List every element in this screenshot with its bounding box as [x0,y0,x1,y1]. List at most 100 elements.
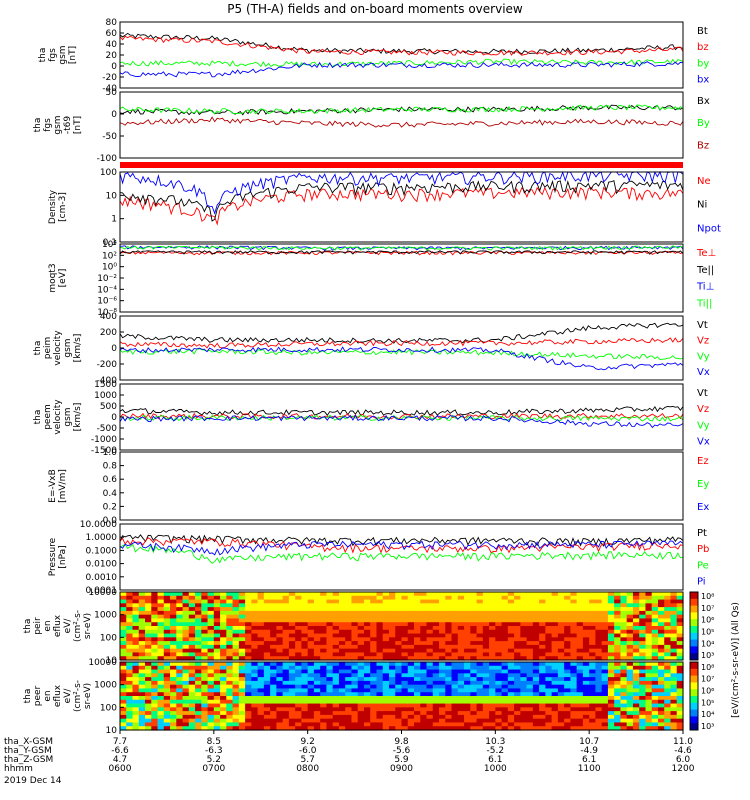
spectrogram-cell [457,726,465,731]
spectrogram-cell [245,644,252,650]
spectrogram-cell [307,714,315,720]
spectrogram-cell [182,669,190,674]
spectrogram-cell [220,711,227,716]
spectrogram-cell [407,622,415,627]
spectrogram-cell [470,688,478,693]
spectrogram-cell [376,641,384,646]
x-tick-label: -5.2 [487,746,505,756]
spectrogram-cell [589,707,597,712]
spectrogram-cell [664,641,672,646]
spectrogram-cell [363,707,371,712]
spectrogram-cell [138,707,146,712]
series-line-Vz [119,412,684,420]
y-tick-label: 0 [111,344,117,354]
spectrogram-cell [388,722,396,727]
y-tick-label: 20 [106,51,118,61]
spectrogram-cell [276,684,284,690]
spectrogram-cell [614,592,622,597]
spectrogram-cell [157,610,165,616]
spectrogram-cell [657,641,665,646]
spectrogram-cell [220,688,227,693]
spectrogram-cell [495,592,503,597]
spectrogram-cell [338,669,346,674]
spectrogram-cell [301,669,309,674]
spectrogram-cell [414,692,421,697]
spectrogram-cell [645,662,653,667]
spectrogram-cell [620,688,628,693]
spectrogram-cell [582,633,590,638]
spectrogram-cell [439,696,446,701]
spectrogram-cell [295,592,303,597]
spectrogram-cell [501,626,509,631]
spectrogram-cell [670,699,678,705]
spectrogram-cell [288,703,296,708]
spectrogram-cell [363,665,371,671]
spectrogram-cell [639,696,647,701]
spectrogram-cell [363,699,371,705]
spectrogram-cell [445,656,453,661]
spectrogram-cell [201,692,209,697]
spectrogram-cell [120,641,127,646]
spectrogram-cell [270,614,277,620]
spectrogram-cell [620,603,628,608]
spectrogram-cell [645,680,653,686]
spectrogram-cell [295,703,303,708]
spectrogram-cell [376,688,384,693]
spectrogram-cell [539,603,546,608]
spectrogram-cell [601,656,609,661]
y-axis-label: [nT] [73,116,83,134]
spectrogram-cell [120,703,127,708]
y-axis-label: tha [33,118,43,133]
spectrogram-cell [382,669,390,674]
spectrogram-cell [288,677,296,682]
spectrogram-cell [270,662,277,667]
spectrogram-cell [664,607,672,612]
spectrogram-cell [288,656,296,661]
spectrogram-cell [351,714,359,720]
spectrogram-cell [626,652,634,657]
spectrogram-cell [282,688,290,693]
y-tick-label: 500 [100,402,117,412]
spectrogram-cell [263,680,271,686]
spectrogram-cell [126,662,134,667]
spectrogram-cell [420,637,428,642]
spectrogram-cell [157,673,165,678]
spectrogram-cell [382,680,390,686]
spectrogram-cell [620,699,628,705]
spectrogram-cell [201,644,209,650]
spectrogram-cell [607,641,615,646]
spectrogram-cell [539,633,546,638]
spectrogram-cell [651,669,659,674]
spectrogram-cell [345,677,353,682]
spectrogram-cell [351,722,359,727]
series-line-Vx [119,414,684,429]
spectrogram-cell [245,718,252,724]
spectrogram-cell [370,618,378,623]
spectrogram-cell [151,711,159,716]
spectrogram-cell [332,607,340,612]
spectrogram-cell [676,696,684,701]
spectrogram-cell [614,629,622,635]
spectrogram-cell [201,684,209,690]
spectrogram-cell [220,656,227,661]
spectrogram-cell [313,680,321,686]
spectrogram-cell [439,610,446,616]
spectrogram-cell [201,652,209,657]
spectrogram-cell [614,703,622,708]
spectrogram-cell [170,614,177,620]
spectrogram-cell [288,637,296,642]
spectrogram-cell [313,669,321,674]
spectrogram-cell [639,711,647,716]
red-status-bar [120,162,683,168]
spectrogram-cell [632,718,640,724]
spectrogram-cell [464,692,471,697]
spectrogram-cell [514,633,521,638]
spectrogram-cell [639,684,647,690]
spectrogram-cell [414,711,421,716]
spectrogram-cell [476,707,484,712]
spectrogram-cell [601,603,609,608]
spectrogram-cell [257,626,265,631]
y-axis-label: tha [33,410,43,425]
spectrogram-cell [589,718,597,724]
spectrogram-cell [632,707,640,712]
